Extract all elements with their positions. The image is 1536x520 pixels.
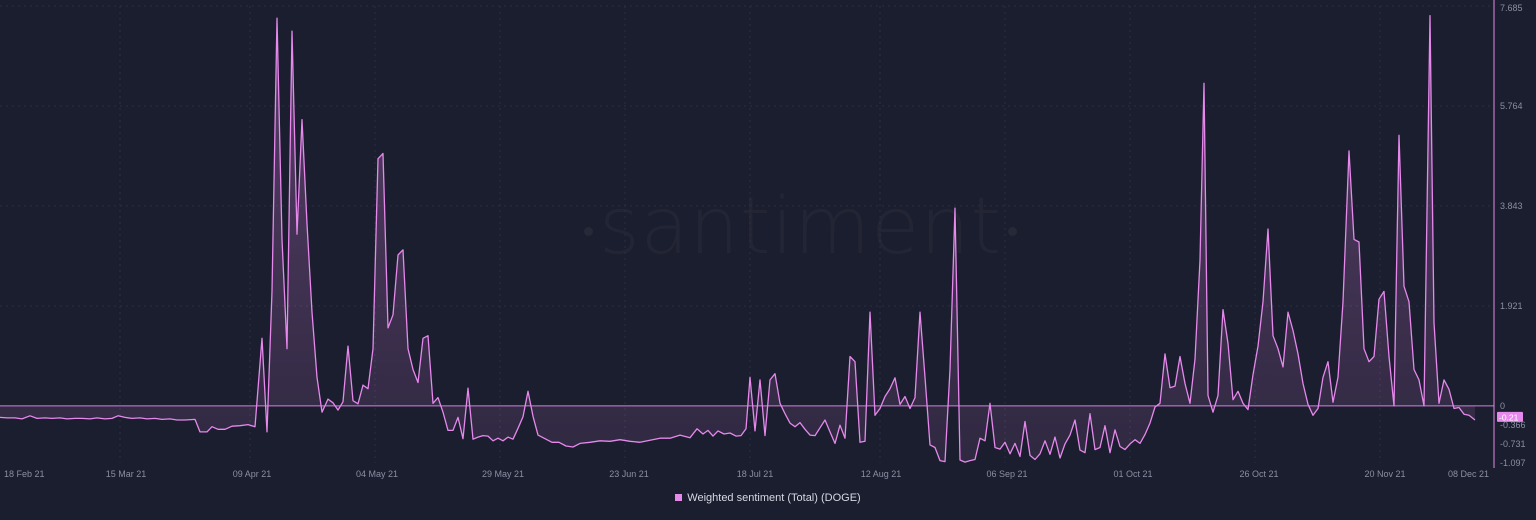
y-tick-label: 0	[1500, 401, 1505, 411]
x-tick-label: 23 Jun 21	[609, 469, 649, 479]
last-value-badge	[1497, 411, 1523, 422]
x-tick-label: 20 Nov 21	[1364, 469, 1405, 479]
y-tick-label: 1.921	[1500, 301, 1523, 311]
last-value-label: -0.21	[1499, 412, 1519, 422]
y-tick-label: -0.366	[1500, 420, 1526, 430]
watermark-dot-right	[1008, 227, 1018, 236]
y-tick-label: -1.097	[1500, 458, 1526, 468]
y-tick-label: 7.685	[1500, 3, 1523, 13]
x-tick-label: 08 Dec 21	[1448, 469, 1489, 479]
watermark-dot-left	[584, 227, 593, 236]
x-tick-label: 18 Feb 21	[4, 469, 45, 479]
sentiment-area	[0, 15, 1475, 463]
sentiment-line	[0, 14, 1476, 463]
x-tick-label: 04 May 21	[356, 469, 398, 479]
x-tick-label: 15 Mar 21	[106, 469, 147, 479]
x-tick-label: 18 Jul 21	[737, 469, 774, 479]
y-tick-label: 3.843	[1500, 201, 1523, 211]
x-tick-label: 06 Sep 21	[986, 469, 1027, 479]
x-tick-label: 09 Apr 21	[233, 469, 272, 479]
x-tick-label: 26 Oct 21	[1239, 469, 1278, 479]
x-tick-label: 01 Oct 21	[1113, 469, 1152, 479]
legend-swatch	[675, 493, 683, 501]
y-tick-label: -0.731	[1500, 439, 1526, 449]
santiment-watermark: santiment	[578, 182, 1023, 272]
y-tick-label: 5.764	[1500, 101, 1523, 111]
x-tick-label: 12 Aug 21	[861, 469, 902, 479]
x-tick-label: 29 May 21	[482, 469, 524, 479]
chart-legend[interactable]: Weighted sentiment (Total) (DOGE)	[0, 492, 1536, 504]
legend-label: Weighted sentiment (Total) (DOGE)	[687, 492, 861, 504]
